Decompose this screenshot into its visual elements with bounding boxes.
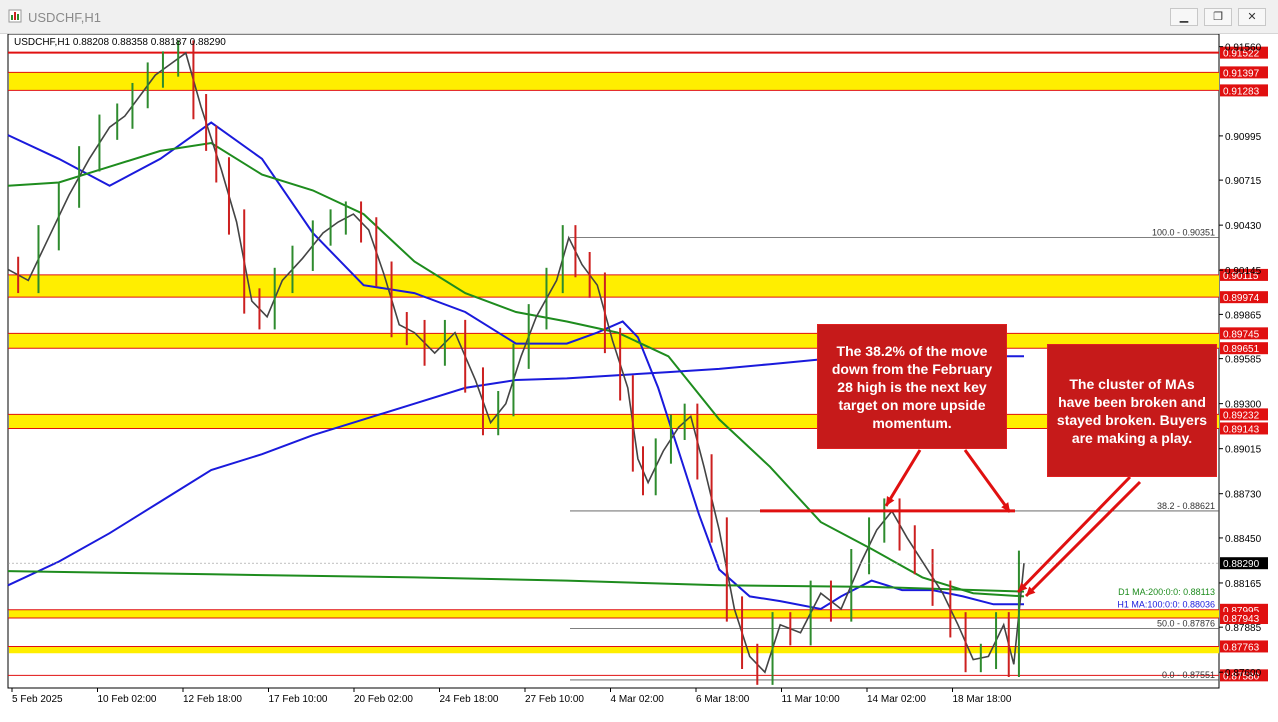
arrow-to-high-head [886, 496, 895, 506]
window-title-bar: USDCHF,H1 ▁ ❐ ✕ [0, 0, 1278, 34]
arrow-ma-2-head [1026, 586, 1036, 596]
fib-label: 100.0 - 0.90351 [1152, 228, 1215, 238]
level-tag-label: 0.91283 [1223, 86, 1260, 97]
y-tick-label: 0.88730 [1225, 490, 1262, 501]
arrow-ma-2 [1024, 480, 1142, 598]
x-tick-label: 10 Feb 02:00 [98, 694, 157, 705]
y-tick-label: 0.90995 [1225, 132, 1262, 143]
x-tick-label: 18 Mar 18:00 [953, 694, 1012, 705]
y-tick-label: 0.88450 [1225, 534, 1262, 545]
ma-label: D1 MA:200:0:0: 0.88113 [1118, 587, 1215, 597]
y-tick-label: 0.90430 [1225, 221, 1262, 232]
level-tag-label: 0.89651 [1223, 344, 1260, 355]
support-zone [9, 646, 1219, 654]
level-tag-label: 0.87943 [1223, 614, 1260, 625]
y-tick-label: 0.89015 [1225, 445, 1262, 456]
level-tag [1220, 46, 1268, 59]
y-tick-label: 0.90715 [1225, 176, 1262, 187]
level-tag [1220, 327, 1268, 340]
level-tag-label: 0.87995 [1223, 606, 1260, 617]
x-tick-label: 17 Feb 10:00 [269, 694, 328, 705]
level-tag [1220, 66, 1268, 79]
level-tag [1220, 669, 1268, 682]
level-tag-label: 0.89745 [1223, 329, 1260, 340]
x-tick-label: 14 Mar 02:00 [867, 694, 926, 705]
level-tag-label: 0.87580 [1223, 671, 1260, 682]
ma-label: H1 MA:100:0:0: 0.88036 [1117, 599, 1215, 609]
y-tick-label: 0.91560 [1225, 43, 1262, 54]
current-price-label: 0.88290 [1223, 559, 1260, 570]
support-zone [9, 72, 1219, 91]
y-tick-label: 0.89300 [1225, 400, 1262, 411]
annotation-fib-target: The 38.2% of the move down from the Febr… [817, 324, 1007, 449]
restore-button[interactable]: ❐ [1204, 8, 1232, 26]
close-button[interactable]: ✕ [1238, 8, 1266, 26]
level-tag [1220, 640, 1268, 653]
level-tag-label: 0.89232 [1223, 410, 1260, 421]
level-tag [1220, 612, 1268, 625]
level-tag [1220, 408, 1268, 421]
current-price-tag [1220, 557, 1268, 570]
moving-average-line [7, 570, 1025, 593]
window-title: USDCHF,H1 [28, 10, 101, 25]
y-tick-label: 0.90145 [1225, 266, 1262, 277]
x-tick-label: 5 Feb 2025 [12, 694, 63, 705]
support-zone [9, 414, 1219, 429]
arrow-to-high [884, 449, 922, 507]
arrow-to-target-head [1001, 502, 1010, 512]
level-tag-label: 0.90115 [1223, 271, 1259, 282]
minimize-button[interactable]: ▁ [1170, 8, 1198, 26]
price-line [7, 51, 1025, 674]
symbol-info: USDCHF,H1 0.88208 0.88358 0.88187 0.8829… [14, 37, 226, 48]
x-tick-label: 20 Feb 02:00 [354, 694, 413, 705]
arrow-ma-1 [1016, 475, 1132, 594]
chart-app-icon [8, 9, 22, 23]
x-tick-label: 4 Mar 02:00 [611, 694, 665, 705]
fib-label: 0.0 - 0.87551 [1162, 670, 1215, 680]
y-tick-label: 0.87885 [1225, 623, 1262, 634]
arrow-ma-1-head [1018, 582, 1028, 592]
level-tag-label: 0.89143 [1223, 424, 1260, 435]
level-tag [1220, 291, 1268, 304]
level-tag-label: 0.91397 [1223, 68, 1260, 79]
x-tick-label: 27 Feb 10:00 [525, 694, 584, 705]
annotation-ma-cluster: The cluster of MAs have been broken and … [1047, 344, 1217, 477]
x-tick-label: 6 Mar 18:00 [696, 694, 750, 705]
level-tag [1220, 342, 1268, 355]
level-tag [1220, 84, 1268, 97]
arrow-to-target [963, 449, 1012, 513]
y-tick-label: 0.89585 [1225, 355, 1262, 366]
x-tick-label: 11 Mar 10:00 [782, 694, 841, 705]
level-tag [1220, 422, 1268, 435]
support-zone [9, 274, 1219, 298]
level-tag [1220, 268, 1268, 281]
level-tag-label: 0.87763 [1223, 642, 1260, 653]
fib-label: 50.0 - 0.87876 [1157, 619, 1215, 629]
fib-label: 38.2 - 0.88621 [1157, 501, 1215, 511]
x-tick-label: 12 Feb 18:00 [183, 694, 242, 705]
support-zone [9, 609, 1219, 619]
level-tag-label: 0.89974 [1223, 293, 1260, 304]
y-tick-label: 0.87600 [1225, 668, 1262, 679]
x-tick-label: 24 Feb 18:00 [440, 694, 499, 705]
moving-average-line [7, 121, 1024, 611]
moving-average-line [7, 141, 1025, 598]
level-tag-label: 0.91522 [1223, 49, 1260, 60]
y-tick-label: 0.89865 [1225, 310, 1262, 321]
y-tick-label: 0.88165 [1225, 579, 1262, 590]
